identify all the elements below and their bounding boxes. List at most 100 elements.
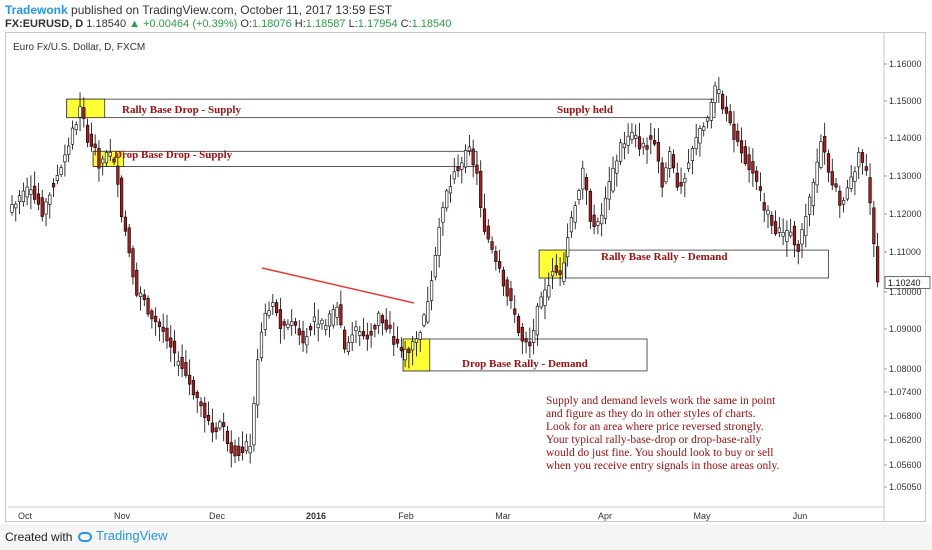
price-tick-label: 1.11000 <box>889 247 921 257</box>
supply-zone-label: Drop Base Drop - Supply <box>114 149 233 161</box>
candle-up <box>327 313 332 327</box>
price-chart[interactable]: 1.16000 1.15000 1.14000 1.13000 1.12000 1.110… <box>0 0 932 524</box>
candle-down <box>736 130 740 142</box>
candle-down <box>184 362 188 376</box>
candle-up <box>634 135 638 139</box>
candle-down <box>637 136 642 150</box>
time-tick-label: Apr <box>598 511 612 521</box>
candle-down <box>652 140 657 145</box>
candle-down <box>728 111 732 124</box>
candle-down <box>721 93 725 110</box>
footer: Created with TradingView <box>0 524 932 550</box>
candle-down <box>486 225 490 240</box>
candle-up <box>316 323 320 329</box>
candle-down <box>214 427 218 433</box>
candle-down <box>309 325 313 331</box>
trendline <box>261 267 415 304</box>
demand-zone-box <box>402 338 648 372</box>
change-arrow-icon: ▲ <box>129 18 141 30</box>
candle-down <box>479 170 483 208</box>
price-tick-label: 1.15000 <box>889 96 922 106</box>
candle-up <box>603 197 608 219</box>
demand-zone-box <box>538 249 829 279</box>
time-tick-label: Mar <box>495 511 511 521</box>
open-label: O: <box>240 18 252 30</box>
price-tick-label: 1.09000 <box>889 324 922 334</box>
candle-up <box>305 336 309 346</box>
time-tick-label: Jun <box>793 511 808 521</box>
candle-up <box>290 321 294 326</box>
supply-held-label: Supply held <box>557 104 613 116</box>
time-tick-label: 2016 <box>306 511 326 521</box>
candle-up <box>429 280 434 301</box>
candle-down <box>86 124 90 143</box>
candle-down <box>864 166 868 171</box>
candle-up <box>698 128 702 144</box>
candle-down <box>82 107 86 119</box>
candle-down <box>161 326 165 332</box>
candle-up <box>445 190 449 209</box>
demand-zone-label: Drop Base Rally - Demand <box>462 358 588 370</box>
candle-down <box>747 154 751 171</box>
candle-up <box>403 348 407 361</box>
tradingview-link[interactable]: TradingView <box>78 528 168 543</box>
price-tick-label: 1.12000 <box>889 209 922 219</box>
candle-up <box>857 151 861 168</box>
close-value: 1.18540 <box>411 18 452 30</box>
candle-up <box>626 135 630 146</box>
candle-down <box>399 347 403 352</box>
price-tick-label: 1.06800 <box>889 411 922 421</box>
candle-down <box>282 321 286 326</box>
tradingview-logo-icon <box>78 531 92 542</box>
candle-down <box>755 170 759 182</box>
candle-up <box>138 292 143 297</box>
candle-up <box>607 181 611 200</box>
candle-down <box>33 185 37 200</box>
candle-up <box>44 201 48 215</box>
candle-up <box>664 167 668 183</box>
candle-up <box>256 359 260 406</box>
ohlc-line: FX:EURUSD, D 1.18540 ▲ +0.00464 (+0.39%)… <box>5 18 451 30</box>
candle-down <box>150 310 154 320</box>
candle-up <box>25 186 29 198</box>
candle-down <box>513 308 517 315</box>
candle-up <box>467 146 471 152</box>
candle-down <box>584 177 589 191</box>
candle-up <box>815 161 819 186</box>
candle-up <box>547 285 551 298</box>
open-value: 1.18076 <box>251 18 292 30</box>
price-tick-label: 1.06200 <box>889 435 922 445</box>
low-label: L: <box>348 18 358 30</box>
candle-up <box>29 189 33 195</box>
candle-down <box>762 202 766 211</box>
last-price: 1.18540 <box>86 18 127 30</box>
header: Tradewonk published on TradingView.com, … <box>0 0 932 32</box>
candle-up <box>819 141 823 168</box>
candle-down <box>373 325 377 330</box>
candle-up <box>622 143 626 148</box>
candle-up <box>21 190 25 203</box>
author-link[interactable]: Tradewonk <box>5 3 68 17</box>
candle-down <box>157 321 162 328</box>
candle-up <box>70 127 75 145</box>
candle-down <box>456 166 460 172</box>
publish-info: published on TradingView.com, October 11… <box>71 3 393 17</box>
candle-down <box>528 341 532 347</box>
candle-up <box>781 232 785 237</box>
candle-up <box>615 160 619 174</box>
demand-zone-label: Rally Base Rally - Demand <box>601 251 728 263</box>
candle-down <box>120 177 124 218</box>
candle-down <box>40 197 44 217</box>
candle-up <box>600 214 604 225</box>
candle-up <box>717 89 721 94</box>
candle-up <box>668 151 672 169</box>
candle-down <box>501 269 506 287</box>
candle-up <box>108 152 112 157</box>
candle-up <box>14 203 18 209</box>
high-value: 1.18587 <box>305 18 346 30</box>
candle-down <box>172 340 177 354</box>
candle-up <box>709 102 713 121</box>
candle-down <box>112 158 116 163</box>
candle-up <box>248 446 252 454</box>
candle-down <box>656 141 660 162</box>
